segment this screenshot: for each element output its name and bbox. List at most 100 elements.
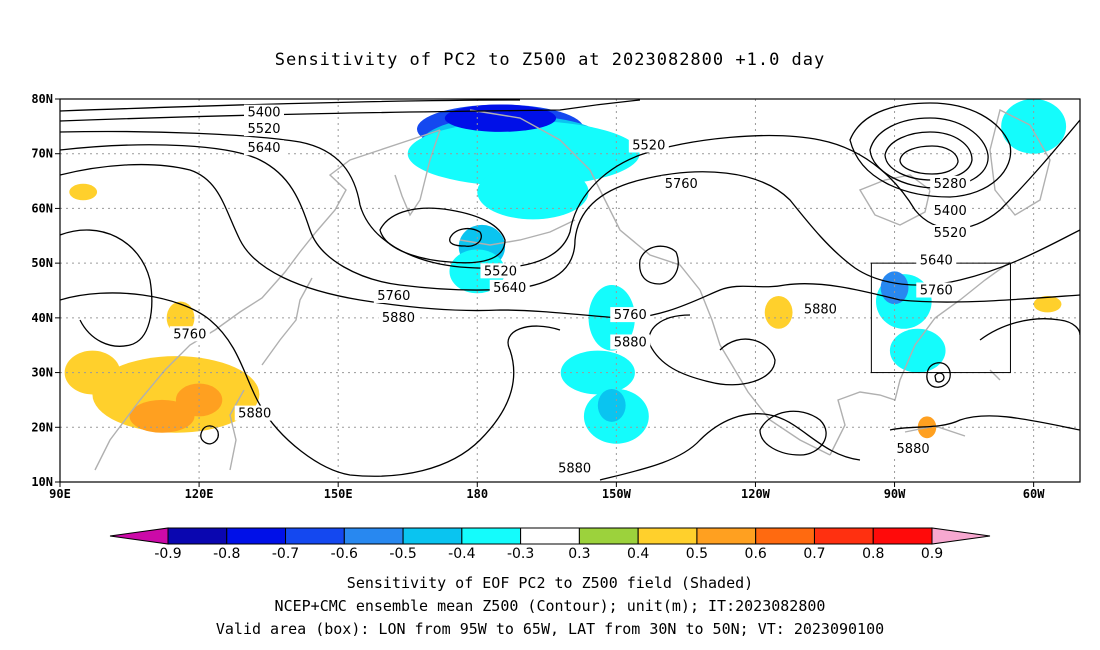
- contour-label-bg: [800, 301, 841, 317]
- contour-label-bg: [610, 307, 651, 323]
- lon-tick-label: 180: [466, 487, 488, 501]
- colorbar-swatch: [755, 527, 815, 545]
- colorbar-swatch: [343, 527, 404, 545]
- shaded-region: [597, 388, 626, 422]
- contour-label: 5760: [377, 289, 410, 304]
- colorbar-label: -0.7: [272, 546, 299, 562]
- contour-label-bg: [628, 137, 669, 153]
- shaded-region: [69, 183, 98, 201]
- colorbar-low-arrow: [109, 527, 169, 545]
- contour-label: 5640: [493, 281, 526, 296]
- shaded-region: [560, 350, 635, 395]
- contour-label-bg: [373, 287, 414, 303]
- contour-label: 5880: [897, 442, 930, 457]
- colorbar-label: 0.5: [686, 546, 708, 562]
- contour-label: 5760: [665, 177, 698, 192]
- contour-label: 5520: [934, 226, 967, 241]
- colorbar-swatch: [461, 527, 522, 545]
- contour-label: 5880: [382, 311, 415, 326]
- colorbar-label: -0.6: [331, 546, 358, 562]
- contour-label-bg: [916, 252, 957, 268]
- caption-contour: NCEP+CMC ensemble mean Z500 (Contour); u…: [274, 597, 826, 615]
- lat-tick-label: 10N: [31, 475, 53, 489]
- contour-label: 5760: [173, 327, 206, 342]
- contour-label: 5760: [920, 284, 953, 299]
- colorbar-swatch: [872, 527, 933, 545]
- contour-label-bg: [930, 225, 971, 241]
- contour-label: 5400: [934, 204, 967, 219]
- shaded-region: [129, 399, 195, 433]
- contour-label-bg: [489, 279, 530, 295]
- colorbar-label: -0.9: [154, 546, 181, 562]
- colorbar-swatch: [578, 527, 639, 545]
- contour-label: 5880: [804, 303, 837, 318]
- colorbar-label: -0.3: [507, 546, 534, 562]
- lat-tick-label: 20N: [31, 420, 53, 434]
- lon-tick-label: 120E: [185, 487, 214, 501]
- contour-label: 5520: [247, 122, 280, 137]
- lon-tick-label: 150W: [602, 487, 632, 501]
- shaded-region: [1033, 295, 1062, 313]
- contour-label: 5280: [934, 177, 967, 192]
- shaded-region: [889, 328, 946, 373]
- contour-label: 5760: [614, 308, 647, 323]
- contour-label-bg: [930, 175, 971, 191]
- colorbar-swatch: [402, 527, 463, 545]
- colorbar-label: 0.4: [627, 546, 649, 562]
- map-title: Sensitivity of PC2 to Z500 at 2023082800…: [274, 50, 826, 70]
- lat-tick-label: 50N: [31, 256, 53, 270]
- contour-label: 5880: [558, 461, 591, 476]
- shaded-region: [880, 271, 909, 305]
- shaded-region: [477, 164, 589, 220]
- contour-label: 5400: [247, 106, 280, 121]
- contour-label: 5520: [484, 264, 517, 279]
- colorbar-label: -0.8: [213, 546, 240, 562]
- contour-label-bg: [610, 334, 651, 350]
- contour-label-bg: [554, 460, 595, 476]
- contour-label: 5640: [247, 141, 280, 156]
- colorbar-swatch: [696, 527, 757, 545]
- lat-tick-label: 40N: [31, 311, 53, 325]
- lon-tick-label: 150E: [324, 487, 353, 501]
- shaded-region: [444, 104, 557, 132]
- shaded-region: [1001, 99, 1067, 154]
- colorbar-swatch: [637, 527, 698, 545]
- contour-label: 5880: [614, 335, 647, 350]
- lat-tick-label: 70N: [31, 147, 53, 161]
- colorbar-swatch: [285, 527, 345, 545]
- contour-label: 5520: [632, 139, 665, 154]
- contour-label-bg: [244, 140, 284, 156]
- lat-tick-label: 30N: [31, 366, 53, 380]
- contour-label-bg: [234, 405, 275, 421]
- contour-label-bg: [480, 263, 521, 279]
- colorbar-label: -0.5: [389, 546, 416, 562]
- colorbar-swatch: [813, 527, 874, 545]
- lat-lon-grid: [60, 99, 1080, 482]
- lat-tick-label: 60N: [31, 201, 53, 215]
- colorbar-label: 0.9: [921, 546, 943, 562]
- contour-label-bg: [916, 282, 957, 298]
- map-frame: [59, 98, 1081, 483]
- contour-label-bg: [930, 203, 971, 219]
- lon-tick-label: 120W: [741, 487, 771, 501]
- colorbar-label: 0.7: [803, 546, 825, 562]
- shaded-region: [64, 350, 121, 395]
- lat-tick-label: 80N: [31, 92, 53, 106]
- contour-label-bg: [244, 121, 284, 137]
- colorbar-label: 0.6: [745, 546, 767, 562]
- shaded-region: [764, 295, 793, 329]
- contour-label: 5880: [238, 407, 271, 422]
- contour-label-bg: [378, 309, 419, 325]
- colorbar-label: 0.8: [862, 546, 884, 562]
- colorbar-swatch: [167, 527, 228, 545]
- lon-tick-label: 90W: [884, 487, 906, 501]
- colorbar-label: 0.3: [568, 546, 590, 562]
- colorbar: -0.9 -0.8 -0.7 -0.6 -0.5 -0.4 -0.3 0.3 0.4 0.5 0.6…: [109, 527, 991, 562]
- caption-valid-area: Valid area (box): LON from 95W to 65W, L…: [215, 620, 885, 638]
- coastlines: [94, 108, 1051, 471]
- z500-contours: [60, 99, 1080, 481]
- colorbar-swatch: [520, 527, 580, 545]
